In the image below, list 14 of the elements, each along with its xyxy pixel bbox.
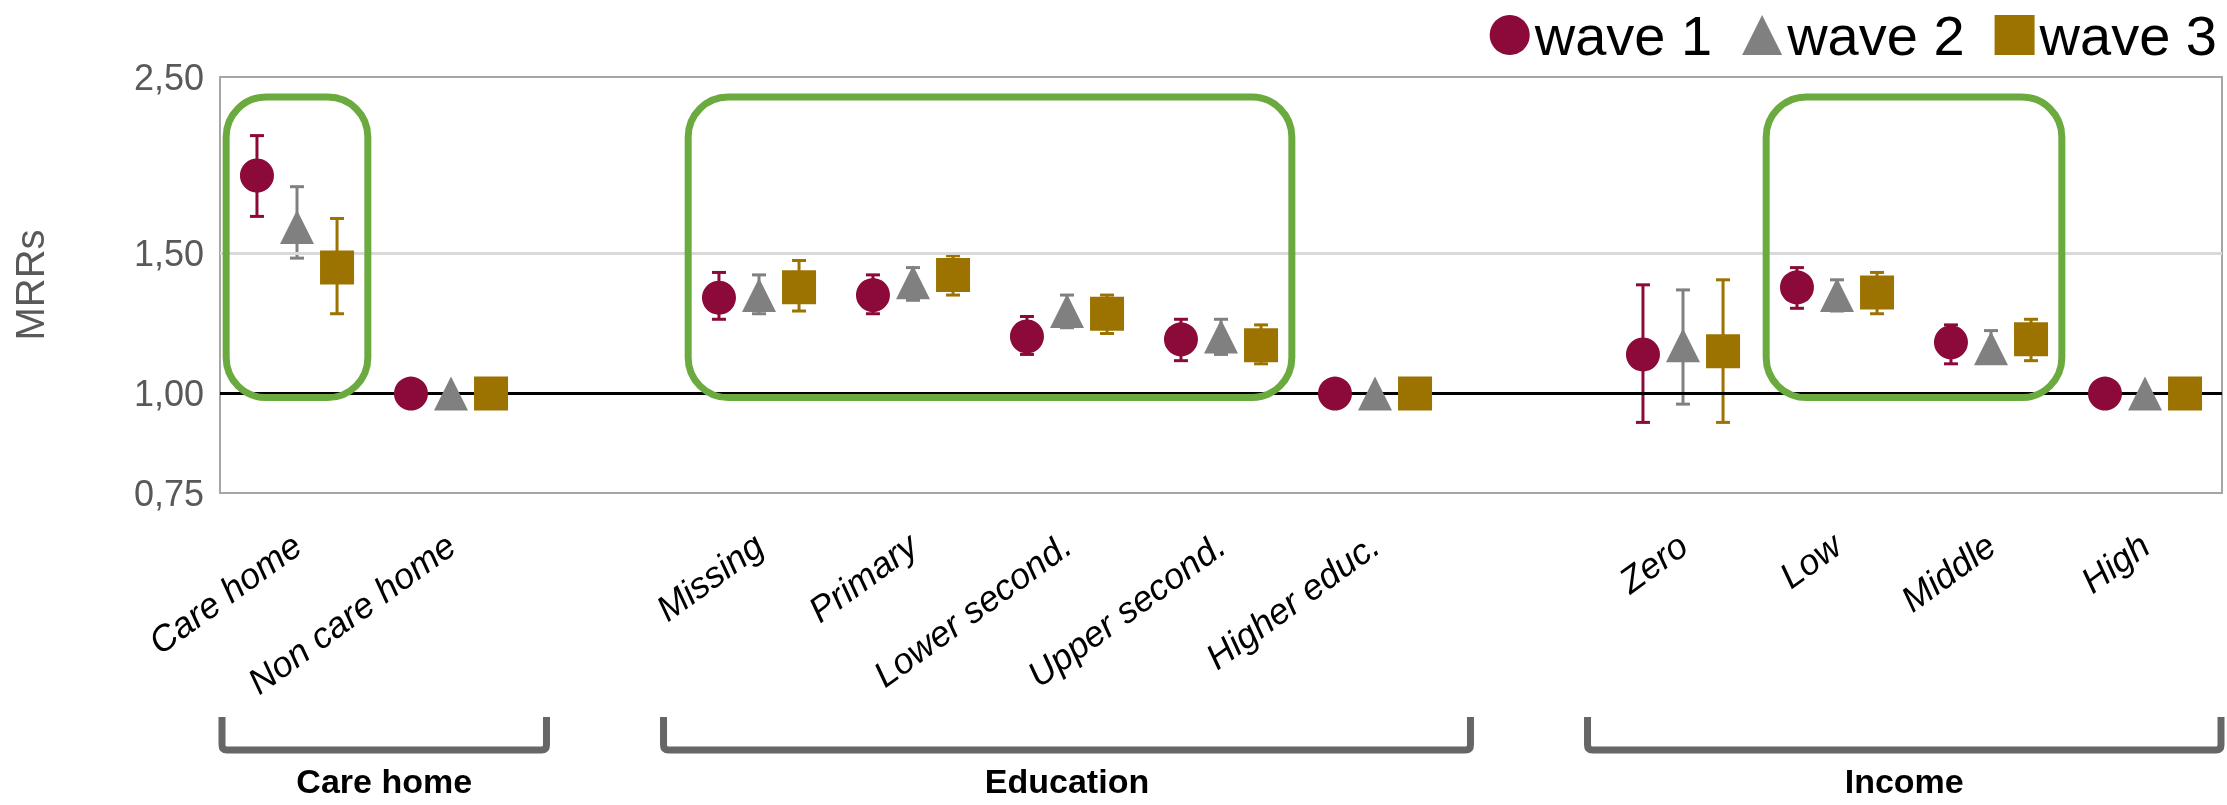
text: Income bbox=[1844, 762, 1964, 801]
text: Education bbox=[984, 762, 1150, 801]
legend-label: wave 3 bbox=[2038, 3, 2217, 67]
x-tick-label: High bbox=[2073, 524, 2158, 602]
y-tick-label: 0,75 bbox=[133, 472, 204, 514]
y-tick-label: 1,00 bbox=[133, 373, 204, 415]
y-tick-label: 2,50 bbox=[133, 56, 204, 98]
x-tick-label: Low bbox=[1771, 523, 1851, 597]
legend-label: wave 2 bbox=[1786, 3, 1965, 67]
y-tick-label: 1,50 bbox=[133, 233, 204, 274]
y-axis-title: MRRs bbox=[8, 229, 52, 341]
x-tick-label: Zero bbox=[1610, 524, 1696, 602]
legend-label: wave 1 bbox=[1533, 3, 1713, 67]
text: Care home bbox=[296, 762, 473, 801]
